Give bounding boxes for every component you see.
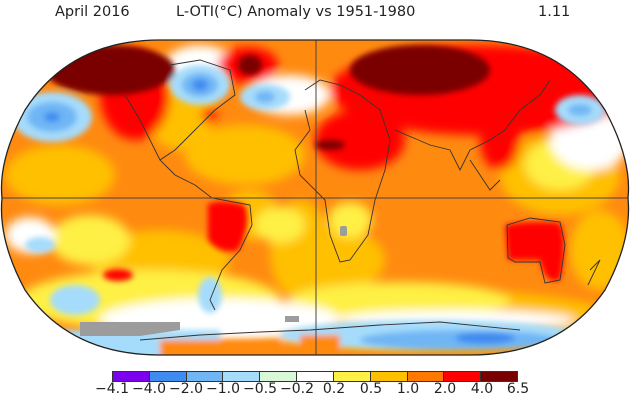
colorbar-bin (370, 372, 408, 381)
tick-label: 4.0 (470, 381, 494, 397)
colorbar (112, 371, 518, 382)
colorbar-bin (407, 372, 445, 381)
colorbar-bin (297, 372, 334, 381)
colorbar-bin (444, 372, 482, 381)
tick-label: −0.5 (243, 381, 277, 397)
colorbar-ticks: −4.1 −4.0 −2.0 −1.0 −0.5 −0.2 0.2 0.5 1.… (0, 381, 630, 400)
global-mean-value: 1.11 (538, 4, 571, 20)
colorbar-bin (149, 372, 187, 381)
colorbar-bin (186, 372, 224, 381)
colorbar-bin (223, 372, 261, 381)
tick-label: 2.0 (433, 381, 457, 397)
map-title: L-OTI(°C) Anomaly vs 1951-1980 (176, 4, 416, 20)
colorbar-bin (113, 372, 150, 381)
tick-label: 0.2 (322, 381, 346, 397)
tick-label: −4.1 (95, 381, 129, 397)
colorbar-bin (333, 372, 371, 381)
tick-label: −2.0 (169, 381, 203, 397)
tick-label: 6.5 (506, 381, 530, 397)
tick-label: −0.2 (280, 381, 314, 397)
map-header: April 2016 L-OTI(°C) Anomaly vs 1951-198… (0, 0, 630, 28)
date-label: April 2016 (55, 4, 130, 20)
tick-label: −4.0 (132, 381, 166, 397)
tick-label: 1.0 (396, 381, 420, 397)
colorbar-bin (260, 372, 298, 381)
tick-label: −1.0 (206, 381, 240, 397)
tick-label: 0.5 (359, 381, 383, 397)
colorbar-bin (481, 372, 517, 381)
